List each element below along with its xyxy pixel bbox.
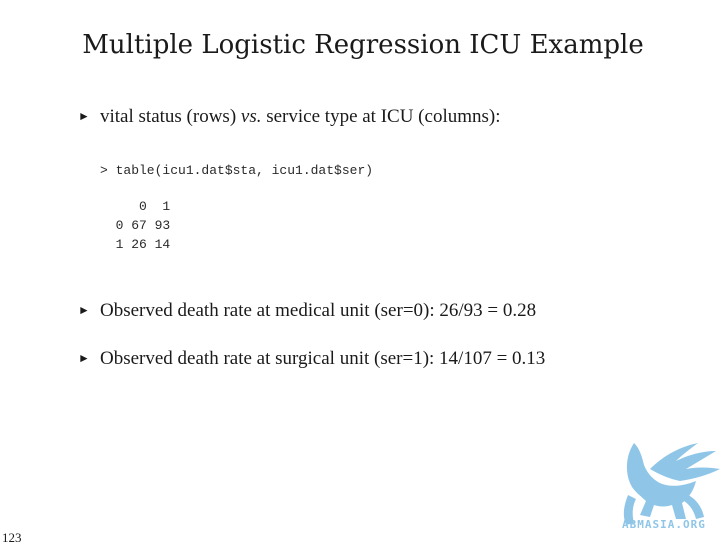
table-row: 0 67 93 bbox=[100, 218, 171, 233]
bullet-medical-death-rate: ► Observed death rate at medical unit (se… bbox=[78, 298, 536, 323]
logo-text: ABMASIA.ORG bbox=[622, 518, 706, 531]
bullet-text-italic: vs. bbox=[240, 106, 262, 127]
griffin-logo-icon bbox=[623, 443, 720, 525]
bullet-surgical-death-rate: ► Observed death rate at surgical unit (s… bbox=[78, 346, 545, 371]
bullet-vital-status: ► vital status (rows) vs. service type at… bbox=[78, 104, 501, 129]
bullet-marker: ► bbox=[78, 109, 90, 123]
table-header-row: 0 1 bbox=[100, 199, 171, 214]
slide-title: Multiple Logistic Regression ICU Example bbox=[82, 30, 644, 60]
bullet-marker: ► bbox=[78, 303, 90, 317]
bullet-text: Observed death rate at medical unit (ser… bbox=[100, 300, 537, 321]
page-number: 123 bbox=[2, 530, 22, 545]
bullet-text: Observed death rate at surgical unit (se… bbox=[100, 348, 546, 369]
bullet-text-end: service type at ICU (columns): bbox=[261, 106, 501, 127]
bullet-text-start: vital status (rows) bbox=[100, 106, 241, 127]
code-command: > table(icu1.dat$sta, icu1.dat$ser) bbox=[100, 163, 374, 178]
table-row: 1 26 14 bbox=[100, 237, 171, 252]
bullet-marker: ► bbox=[78, 351, 90, 365]
